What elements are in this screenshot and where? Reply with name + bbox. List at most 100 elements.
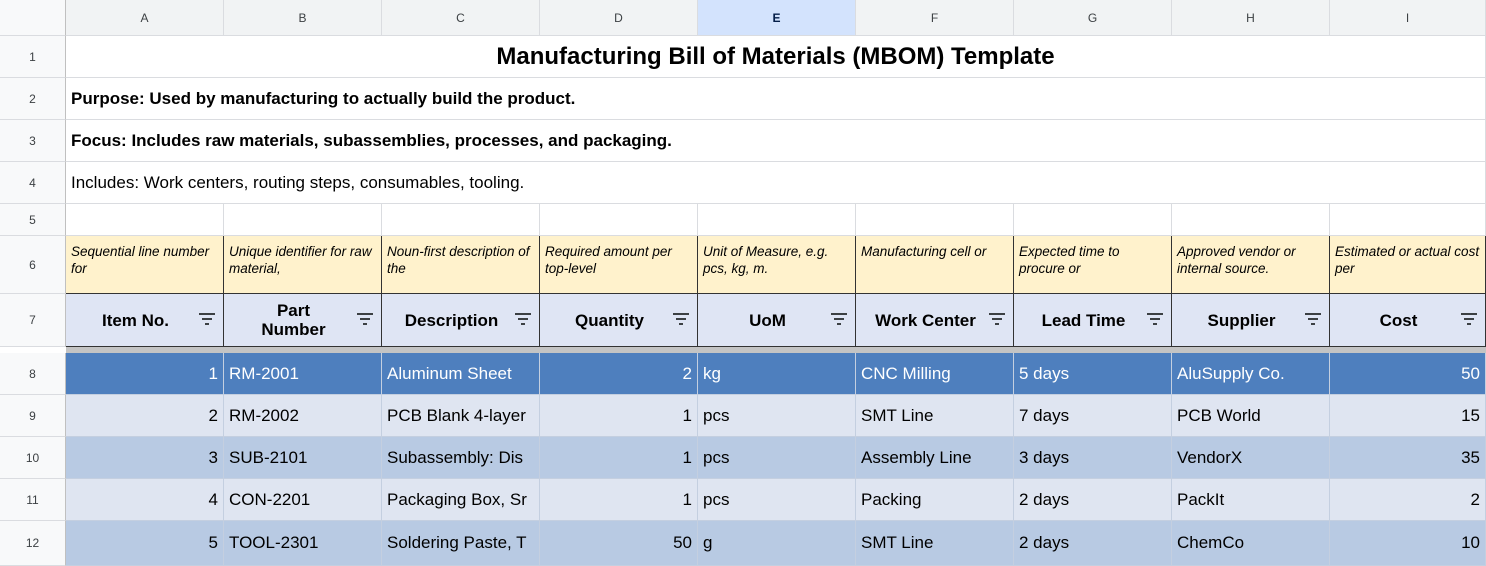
cell-part-number[interactable]: SUB-2101 bbox=[224, 437, 382, 479]
cell-part-number[interactable]: RM-2001 bbox=[224, 353, 382, 395]
cell-supplier[interactable]: PCB World bbox=[1172, 395, 1330, 437]
cell-quantity[interactable]: 2 bbox=[540, 353, 698, 395]
row-header-10[interactable]: 10 bbox=[0, 437, 66, 479]
empty-cell[interactable] bbox=[698, 204, 856, 236]
row-header-9[interactable]: 9 bbox=[0, 395, 66, 437]
cell-lead-time[interactable]: 7 days bbox=[1014, 395, 1172, 437]
description-note-lead-time[interactable]: Expected time to procure or bbox=[1014, 236, 1172, 294]
row-header-6[interactable]: 6 bbox=[0, 236, 66, 294]
cell-quantity[interactable]: 1 bbox=[540, 437, 698, 479]
cell-cost[interactable]: 2 bbox=[1330, 479, 1486, 521]
select-all-corner[interactable] bbox=[0, 0, 66, 36]
filter-icon[interactable] bbox=[515, 313, 531, 327]
empty-cell[interactable] bbox=[1330, 204, 1486, 236]
column-header-c[interactable]: C bbox=[382, 0, 540, 36]
cell-supplier[interactable]: ChemCo bbox=[1172, 521, 1330, 566]
header-work-center[interactable]: Work Center bbox=[856, 294, 1014, 347]
empty-cell[interactable] bbox=[224, 204, 382, 236]
description-note-cost[interactable]: Estimated or actual cost per bbox=[1330, 236, 1486, 294]
header-lead-time[interactable]: Lead Time bbox=[1014, 294, 1172, 347]
column-header-f[interactable]: F bbox=[856, 0, 1014, 36]
header-description[interactable]: Description bbox=[382, 294, 540, 347]
cell-description[interactable]: Aluminum Sheet bbox=[382, 353, 540, 395]
cell-item-no[interactable]: 3 bbox=[66, 437, 224, 479]
column-header-e[interactable]: E bbox=[698, 0, 856, 36]
empty-cell[interactable] bbox=[1014, 204, 1172, 236]
frozen-rows-divider[interactable] bbox=[66, 347, 1486, 353]
column-header-h[interactable]: H bbox=[1172, 0, 1330, 36]
empty-cell[interactable] bbox=[382, 204, 540, 236]
description-note-supplier[interactable]: Approved vendor or internal source. bbox=[1172, 236, 1330, 294]
description-note-part-number[interactable]: Unique identifier for raw material, bbox=[224, 236, 382, 294]
filter-icon[interactable] bbox=[357, 313, 373, 327]
column-header-g[interactable]: G bbox=[1014, 0, 1172, 36]
purpose-text[interactable]: Purpose: Used by manufacturing to actual… bbox=[66, 78, 1486, 120]
cell-cost[interactable]: 50 bbox=[1330, 353, 1486, 395]
header-quantity[interactable]: Quantity bbox=[540, 294, 698, 347]
cell-uom[interactable]: kg bbox=[698, 353, 856, 395]
cell-lead-time[interactable]: 2 days bbox=[1014, 479, 1172, 521]
cell-cost[interactable]: 15 bbox=[1330, 395, 1486, 437]
filter-icon[interactable] bbox=[1305, 313, 1321, 327]
cell-lead-time[interactable]: 5 days bbox=[1014, 353, 1172, 395]
header-item-no[interactable]: Item No. bbox=[66, 294, 224, 347]
row-header-11[interactable]: 11 bbox=[0, 479, 66, 521]
cell-item-no[interactable]: 1 bbox=[66, 353, 224, 395]
description-note-quantity[interactable]: Required amount per top-level bbox=[540, 236, 698, 294]
cell-uom[interactable]: g bbox=[698, 521, 856, 566]
cell-cost[interactable]: 10 bbox=[1330, 521, 1486, 566]
cell-description[interactable]: Soldering Paste, T bbox=[382, 521, 540, 566]
row-header-4[interactable]: 4 bbox=[0, 162, 66, 204]
cell-cost[interactable]: 35 bbox=[1330, 437, 1486, 479]
cell-work-center[interactable]: SMT Line bbox=[856, 521, 1014, 566]
filter-icon[interactable] bbox=[1147, 313, 1163, 327]
column-header-b[interactable]: B bbox=[224, 0, 382, 36]
row-header-5[interactable]: 5 bbox=[0, 204, 66, 236]
cell-supplier[interactable]: AluSupply Co. bbox=[1172, 353, 1330, 395]
header-uom[interactable]: UoM bbox=[698, 294, 856, 347]
cell-uom[interactable]: pcs bbox=[698, 437, 856, 479]
filter-icon[interactable] bbox=[989, 313, 1005, 327]
description-note-work-center[interactable]: Manufacturing cell or bbox=[856, 236, 1014, 294]
cell-item-no[interactable]: 5 bbox=[66, 521, 224, 566]
row-header-3[interactable]: 3 bbox=[0, 120, 66, 162]
cell-part-number[interactable]: TOOL-2301 bbox=[224, 521, 382, 566]
filter-icon[interactable] bbox=[673, 313, 689, 327]
header-supplier[interactable]: Supplier bbox=[1172, 294, 1330, 347]
cell-quantity[interactable]: 1 bbox=[540, 479, 698, 521]
cell-description[interactable]: PCB Blank 4-layer bbox=[382, 395, 540, 437]
cell-description[interactable]: Packaging Box, Sr bbox=[382, 479, 540, 521]
cell-description[interactable]: Subassembly: Dis bbox=[382, 437, 540, 479]
cell-item-no[interactable]: 2 bbox=[66, 395, 224, 437]
row-header-1[interactable]: 1 bbox=[0, 36, 66, 78]
cell-work-center[interactable]: Assembly Line bbox=[856, 437, 1014, 479]
cell-supplier[interactable]: PackIt bbox=[1172, 479, 1330, 521]
cell-work-center[interactable]: Packing bbox=[856, 479, 1014, 521]
description-note-item-no[interactable]: Sequential line number for bbox=[66, 236, 224, 294]
column-header-d[interactable]: D bbox=[540, 0, 698, 36]
cell-supplier[interactable]: VendorX bbox=[1172, 437, 1330, 479]
cell-work-center[interactable]: SMT Line bbox=[856, 395, 1014, 437]
cell-lead-time[interactable]: 2 days bbox=[1014, 521, 1172, 566]
header-cost[interactable]: Cost bbox=[1330, 294, 1486, 347]
description-note-description[interactable]: Noun-first description of the bbox=[382, 236, 540, 294]
row-header-2[interactable]: 2 bbox=[0, 78, 66, 120]
cell-quantity[interactable]: 1 bbox=[540, 395, 698, 437]
cell-work-center[interactable]: CNC Milling bbox=[856, 353, 1014, 395]
filter-icon[interactable] bbox=[199, 313, 215, 327]
filter-icon[interactable] bbox=[1461, 313, 1477, 327]
cell-uom[interactable]: pcs bbox=[698, 479, 856, 521]
header-part-number[interactable]: Part Number bbox=[224, 294, 382, 347]
focus-text[interactable]: Focus: Includes raw materials, subassemb… bbox=[66, 120, 1486, 162]
empty-cell[interactable] bbox=[540, 204, 698, 236]
column-header-i[interactable]: I bbox=[1330, 0, 1486, 36]
cell-lead-time[interactable]: 3 days bbox=[1014, 437, 1172, 479]
empty-cell[interactable] bbox=[856, 204, 1014, 236]
row-header-7[interactable]: 7 bbox=[0, 294, 66, 347]
cell-item-no[interactable]: 4 bbox=[66, 479, 224, 521]
includes-text[interactable]: Includes: Work centers, routing steps, c… bbox=[66, 162, 1486, 204]
sheet-title[interactable]: Manufacturing Bill of Materials (MBOM) T… bbox=[66, 36, 1486, 78]
column-header-a[interactable]: A bbox=[66, 0, 224, 36]
row-header-8[interactable]: 8 bbox=[0, 353, 66, 395]
cell-uom[interactable]: pcs bbox=[698, 395, 856, 437]
